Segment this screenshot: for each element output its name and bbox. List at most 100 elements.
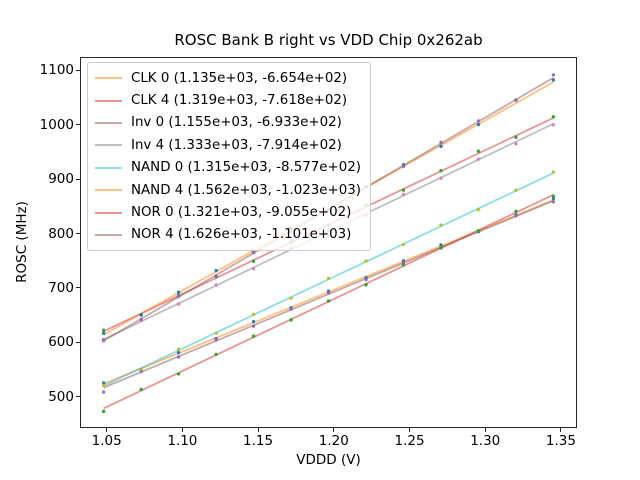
legend-label-nand-4: NAND 4 (1.562e+03, -1.023e+03) <box>131 182 361 198</box>
y-tick-label: 1000 <box>39 116 74 133</box>
data-point-clk-4 <box>439 168 443 173</box>
data-point-inv-4 <box>214 283 218 287</box>
data-point-inv-0 <box>514 214 518 218</box>
legend-line-swatch-nor-0 <box>95 211 122 214</box>
x-tick-label: 1.20 <box>318 433 349 449</box>
legend-line-swatch-nor-4 <box>95 233 122 236</box>
data-point-inv-4 <box>176 302 181 306</box>
legend-label-inv-4: Inv 4 (1.333e+03, -7.914e+02) <box>131 137 342 153</box>
data-point-nor-0 <box>176 372 181 376</box>
data-point-inv-0 <box>326 291 331 295</box>
x-tick-mark <box>409 428 411 432</box>
y-tick-mark <box>76 287 80 289</box>
data-point-clk-4 <box>101 328 106 332</box>
y-tick-mark <box>76 124 80 126</box>
data-point-nor-4 <box>439 140 443 145</box>
y-tick-mark <box>76 233 80 234</box>
data-point-nor-0 <box>364 283 368 287</box>
data-point-nand-4 <box>139 313 143 317</box>
data-point-inv-0 <box>251 324 256 328</box>
x-tick-mark <box>106 428 108 432</box>
data-point-inv-0 <box>289 307 293 311</box>
data-point-nor-0 <box>251 334 256 338</box>
legend-label-clk-0: CLK 0 (1.135e+03, -6.654e+02) <box>131 70 348 86</box>
data-point-clk-4 <box>514 135 518 139</box>
data-point-nor-4 <box>401 164 406 169</box>
data-point-nand-0 <box>214 331 218 335</box>
data-point-nand-0 <box>139 367 143 371</box>
x-tick-label: 1.35 <box>545 433 576 449</box>
legend-row-inv-4: Inv 4 (1.333e+03, -7.914e+02) <box>95 134 361 156</box>
legend-row-clk-0: CLK 0 (1.135e+03, -6.654e+02) <box>95 67 361 89</box>
data-point-nor-0 <box>289 318 293 322</box>
legend-line-swatch-inv-4 <box>95 144 122 147</box>
data-point-nand-0 <box>364 259 368 263</box>
legend: CLK 0 (1.135e+03, -6.654e+02) CLK 4 (1.31… <box>87 62 371 252</box>
x-tick-mark <box>484 428 486 432</box>
y-tick-mark <box>76 341 80 343</box>
legend-row-clk-4: CLK 4 (1.319e+03, -7.618e+02) <box>95 89 361 111</box>
data-point-nand-0 <box>439 223 443 227</box>
data-point-nand-4 <box>476 122 481 127</box>
data-point-nor-0 <box>326 299 331 303</box>
data-point-nand-0 <box>401 242 406 247</box>
y-tick-label: 900 <box>48 171 74 188</box>
data-point-nor-4 <box>551 73 556 77</box>
x-axis-label: VDDD (V) <box>296 452 361 468</box>
data-point-clk-0 <box>176 350 181 355</box>
data-point-clk-0 <box>439 243 443 247</box>
data-point-clk-4 <box>476 149 481 153</box>
x-tick-mark <box>333 428 335 432</box>
data-point-nand-4 <box>439 144 443 149</box>
legend-line-swatch-nand-4 <box>95 189 122 192</box>
data-point-nor-0 <box>476 229 481 233</box>
legend-line-swatch-clk-4 <box>95 99 122 102</box>
data-point-inv-4 <box>551 123 556 127</box>
legend-row-nor-4: NOR 4 (1.626e+03, -1.101e+03) <box>95 224 361 246</box>
data-point-nand-0 <box>289 296 293 300</box>
data-point-nor-4 <box>214 274 218 278</box>
data-point-nor-4 <box>476 119 481 123</box>
x-tick-label: 1.15 <box>243 433 274 449</box>
chart-title: ROSC Bank B right vs VDD Chip 0x262ab <box>174 31 483 49</box>
x-tick-label: 1.25 <box>394 433 425 449</box>
legend-label-inv-0: Inv 0 (1.155e+03, -6.933e+02) <box>131 115 342 131</box>
data-point-nand-0 <box>514 188 518 192</box>
data-point-nor-0 <box>551 194 556 198</box>
data-point-inv-4 <box>401 192 406 197</box>
data-point-clk-0 <box>251 319 256 324</box>
y-tick-label: 600 <box>48 334 74 351</box>
legend-label-nor-0: NOR 0 (1.321e+03, -9.055e+02) <box>131 205 352 221</box>
data-point-inv-0 <box>214 338 218 342</box>
data-point-nand-0 <box>251 312 256 317</box>
data-point-nor-4 <box>139 317 143 322</box>
data-point-nand-0 <box>176 347 181 351</box>
legend-label-nor-4: NOR 4 (1.626e+03, -1.101e+03) <box>131 227 352 243</box>
data-point-inv-4 <box>514 142 518 146</box>
data-point-nor-0 <box>101 409 106 414</box>
data-point-nor-0 <box>214 352 218 357</box>
data-point-inv-0 <box>401 260 406 265</box>
x-tick-label: 1.10 <box>167 433 198 449</box>
x-tick-mark <box>181 428 183 432</box>
y-tick-mark <box>76 69 80 71</box>
data-point-inv-4 <box>476 157 481 161</box>
data-point-nand-4 <box>101 331 106 335</box>
data-point-clk-4 <box>401 188 406 192</box>
data-point-nand-0 <box>551 170 556 174</box>
data-point-inv-0 <box>551 200 556 204</box>
legend-line-swatch-nand-0 <box>95 166 122 169</box>
data-point-nor-4 <box>251 250 256 255</box>
data-point-nand-4 <box>176 290 181 294</box>
data-point-inv-0 <box>364 277 368 282</box>
data-point-inv-4 <box>251 266 256 271</box>
data-point-nor-0 <box>139 387 143 392</box>
x-tick-mark <box>257 428 259 432</box>
data-point-nand-0 <box>326 276 331 281</box>
data-point-nand-4 <box>551 78 556 82</box>
data-point-nand-4 <box>214 268 218 273</box>
data-point-clk-4 <box>551 115 556 119</box>
x-tick-label: 1.30 <box>470 433 501 449</box>
y-axis-label: ROSC (MHz) <box>14 201 30 283</box>
